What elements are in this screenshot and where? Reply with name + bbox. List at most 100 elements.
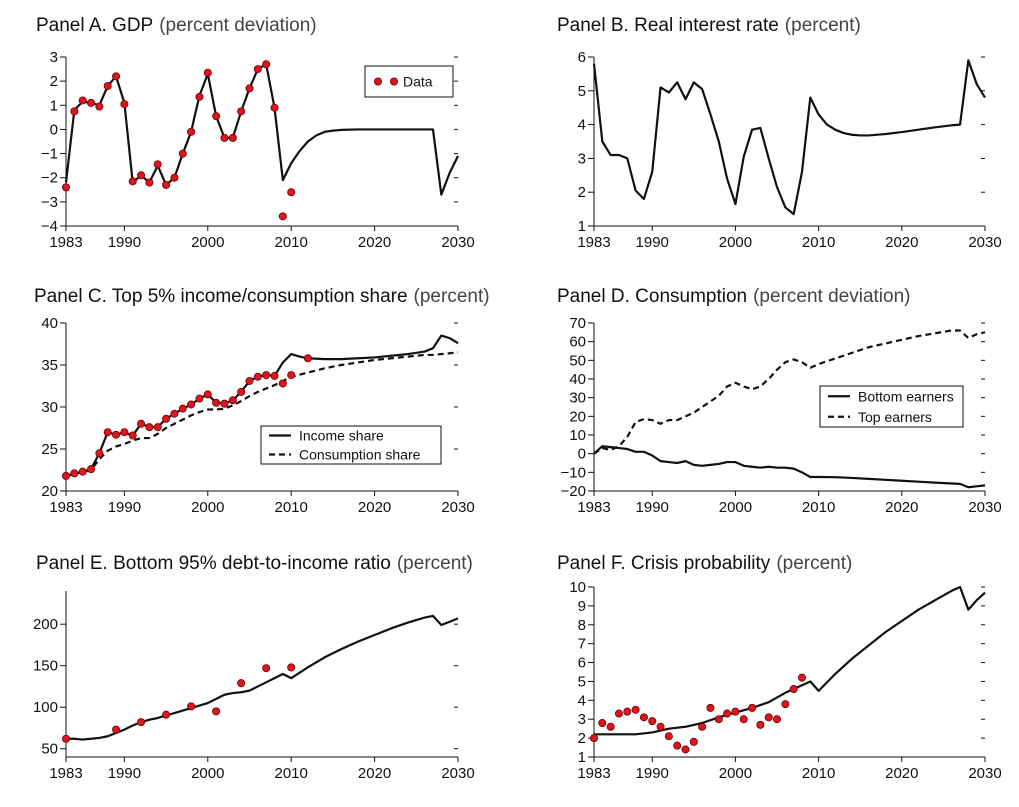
x-tick-label: 2010 [802,499,835,516]
y-tick-label: −3 [41,194,58,211]
data-point [797,673,806,682]
y-tick-label: 2 [578,730,586,747]
data-point [137,718,146,727]
y-tick-label: 40 [41,315,58,332]
legend: Income share Consumption share [260,425,442,465]
panel-c: Panel C. Top 5% income/consumption share… [34,286,490,516]
legend-dot [389,77,398,86]
data-point [623,707,632,716]
x-tick-label: 2020 [358,499,391,516]
data-point [120,428,129,437]
data-point [62,183,71,192]
data-point [253,65,262,74]
y-tick-label: 0 [50,121,58,138]
panel-e: Panel E. Bottom 95% debt-to-income ratio… [33,553,475,782]
x-tick-label: 1990 [636,234,669,251]
data-point [631,705,640,714]
x-tick-label: 1990 [636,765,669,782]
data-point [195,92,204,101]
data-point [178,404,187,413]
data-point [739,715,748,724]
x-tick-label: 2010 [802,234,835,251]
x-tick-label: 2030 [968,234,1001,251]
data-point [212,112,221,121]
x-tick-label: 2020 [885,499,918,516]
y-tick-label: 1 [578,218,586,235]
panel-title: Panel B. Real interest rate (percent) [557,15,861,36]
data-point [278,379,287,388]
x-tick-label: 2000 [719,234,752,251]
data-point [78,467,87,476]
data-point [789,685,798,694]
panel-d: Panel D. Consumption (percent deviation) −… [557,286,1002,516]
data-point [153,423,162,432]
x-tick-label: 2020 [885,234,918,251]
panel-title: Panel E. Bottom 95% debt-to-income ratio… [36,553,473,574]
y-tick-label: 20 [41,483,58,500]
data-point [70,107,79,116]
data-points [62,60,296,221]
legend-label: Consumption share [299,447,421,463]
solid-series-line [592,59,986,216]
data-point [303,354,312,363]
y-tick-label: 10 [569,579,586,596]
y-tick-label: 4 [578,117,586,134]
panel-title-main: Panel B. Real interest rate [557,15,779,36]
legend: Bottom earners Top earners [819,385,964,428]
data-point [237,387,246,396]
data-point [245,376,254,385]
data-points [590,673,806,754]
data-point [590,734,599,743]
legend-label: Income share [299,428,384,444]
y-tick-label: 5 [578,673,586,690]
data-points [62,663,296,743]
y-tick-label: 200 [33,616,58,633]
data-point [112,72,121,81]
data-point [137,419,146,428]
x-tick-label: 2000 [191,765,224,782]
y-tick-label: 9 [578,598,586,615]
y-tick-label: 20 [569,408,586,425]
x-tick-label: 1990 [636,499,669,516]
data-point [598,719,607,728]
panel-title: Panel A. GDP (percent deviation) [36,15,317,36]
y-tick-label: 30 [569,390,586,407]
solid-series-line [66,614,459,741]
y-tick-label: −20 [561,483,586,500]
data-point [203,68,212,77]
x-tick-label: 2010 [275,499,308,516]
data-point [262,664,271,673]
data-point [170,173,179,182]
panel-title: Panel F. Crisis probability (percent) [557,553,852,574]
data-point [103,428,112,437]
data-point [137,171,146,180]
data-point [103,81,112,90]
y-tick-label: 60 [569,334,586,351]
legend-label: Top earners [858,409,932,425]
legend-dot [373,77,382,86]
panel-title-main: Panel E. Bottom 95% debt-to-income ratio [36,553,391,574]
y-tick-label: 6 [578,49,586,66]
panel-title-main: Panel A. GDP [36,15,153,36]
x-tick-label: 2030 [441,499,474,516]
panel-a: Panel A. GDP (percent deviation) −4 −3 −2 −1 0… [36,15,475,251]
y-tick-label: 150 [33,658,58,675]
y-tick-label: 3 [578,711,586,728]
data-points [62,354,312,480]
data-point [228,396,237,405]
y-tick-label: 1 [50,97,58,114]
x-tick-label: 1983 [577,765,610,782]
data-point [648,717,657,726]
y-tick-label: −2 [41,170,58,187]
data-point [664,732,673,741]
data-point [162,710,171,719]
y-tick-label: 2 [578,184,586,201]
y-tick-label: −1 [41,146,58,163]
y-tick-label: 5 [578,83,586,100]
data-point [220,133,229,142]
panel-title-unit: (percent deviation) [159,15,316,36]
x-tick-label: 1983 [49,234,82,251]
data-point [723,709,732,718]
y-tick-label: −4 [41,218,58,235]
